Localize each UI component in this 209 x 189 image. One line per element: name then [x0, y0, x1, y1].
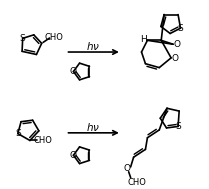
- Text: S: S: [175, 122, 181, 131]
- Text: CHO: CHO: [127, 178, 146, 187]
- Text: CHO: CHO: [44, 33, 63, 42]
- Text: $h\nu$: $h\nu$: [86, 121, 100, 133]
- Text: O: O: [70, 151, 77, 160]
- Text: S: S: [15, 129, 21, 138]
- Text: O: O: [173, 40, 181, 49]
- Text: O: O: [172, 54, 178, 63]
- Text: O: O: [123, 164, 130, 173]
- Text: CHO: CHO: [33, 136, 52, 145]
- Text: $h\nu$: $h\nu$: [86, 40, 100, 52]
- Text: O: O: [70, 67, 77, 76]
- Text: H: H: [140, 35, 147, 44]
- Text: S: S: [178, 24, 183, 33]
- Text: S: S: [20, 34, 25, 43]
